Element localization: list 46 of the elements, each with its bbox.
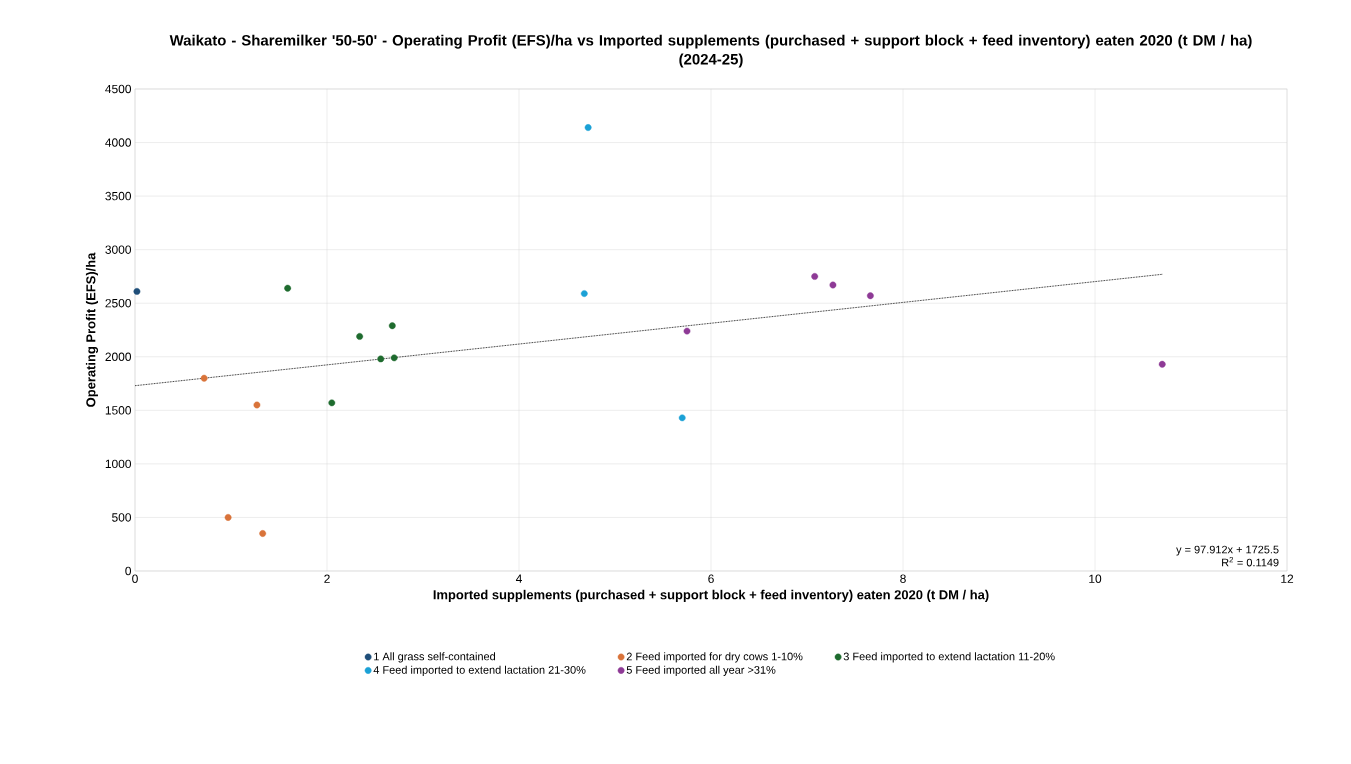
x-tick-label: 0 — [132, 574, 138, 583]
legend-label: 1 All grass self-contained — [374, 652, 496, 663]
legend-label: 4 Feed imported to extend lactation 21-30% — [373, 665, 586, 676]
y-tick-label: 1000 — [105, 459, 132, 469]
point — [200, 374, 208, 382]
point — [1158, 360, 1166, 368]
y-tick-label: 3000 — [105, 245, 132, 254]
point — [259, 530, 267, 537]
point — [388, 322, 396, 330]
x-tick-label: 4 — [515, 574, 522, 583]
point — [328, 399, 336, 407]
x-tick-label: 12 — [1281, 574, 1294, 583]
y-axis-title: Operating Profit (EFS)/ha — [85, 252, 99, 407]
x-tick-label: 6 — [708, 574, 714, 583]
x-axis-title: Imported supplements (purchased + support block + feed inventory) eaten 2020 (t DM / ha) — [433, 589, 989, 602]
y-tick-label: 500 — [112, 513, 132, 522]
y-tick-label: 2500 — [105, 298, 132, 308]
point — [133, 288, 141, 295]
x-tick-label: 8 — [900, 574, 906, 583]
y-tick-label: 3500 — [105, 191, 132, 201]
point — [284, 284, 292, 292]
legend-label: 3 Feed imported to extend lactation 11-20% — [843, 652, 1055, 663]
x-tick-label: 10 — [1089, 574, 1102, 583]
point — [253, 401, 261, 409]
point — [829, 281, 837, 289]
legend-label: 2 Feed imported for dry cows 1-10% — [626, 652, 803, 663]
point — [866, 292, 874, 300]
point — [224, 514, 232, 521]
y-tick-label: 2000 — [105, 352, 132, 361]
point — [356, 333, 364, 340]
legend-label: 5 Feed imported all year >31% — [626, 665, 776, 676]
x-tick-label: 2 — [324, 574, 330, 583]
point — [580, 290, 588, 297]
point — [811, 273, 819, 280]
point — [678, 414, 686, 422]
point — [683, 327, 691, 335]
point — [584, 124, 592, 131]
chart-title: Waikato - Sharemilker '50-50' - Operating Profit (EFS)/ha vs Imported supplements (purchased + support block + feed inventory) eaten 2020 (t DM / ha) (2024-25) — [169, 34, 1252, 68]
y-tick-label: 4500 — [105, 84, 132, 94]
y-tick-label: 1500 — [105, 406, 132, 415]
annotation: R$^{2}$ = 0.1149 — [1222, 556, 1279, 567]
annotation: y = 97.912x + 1725.5 — [1176, 545, 1279, 556]
point — [390, 354, 398, 362]
point — [377, 355, 385, 363]
y-tick-label: 4000 — [105, 138, 132, 147]
y-tick-label: 0 — [125, 566, 132, 576]
